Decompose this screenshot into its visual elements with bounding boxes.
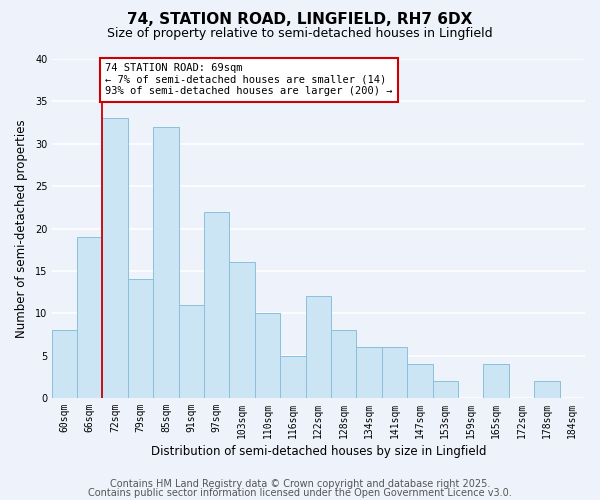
Bar [356,348,382,398]
Bar [52,330,77,398]
Bar [280,356,305,398]
Bar [331,330,356,398]
Bar [382,348,407,398]
Bar [229,262,255,398]
Text: 74 STATION ROAD: 69sqm
← 7% of semi-detached houses are smaller (14)
93% of semi: 74 STATION ROAD: 69sqm ← 7% of semi-deta… [105,63,392,96]
Bar [128,280,153,398]
Bar [534,381,560,398]
Bar [433,381,458,398]
Text: Contains public sector information licensed under the Open Government Licence v3: Contains public sector information licen… [88,488,512,498]
Bar [407,364,433,398]
Bar [305,296,331,398]
Text: 74, STATION ROAD, LINGFIELD, RH7 6DX: 74, STATION ROAD, LINGFIELD, RH7 6DX [127,12,473,28]
Text: Size of property relative to semi-detached houses in Lingfield: Size of property relative to semi-detach… [107,28,493,40]
Bar [484,364,509,398]
Bar [204,212,229,398]
Bar [77,237,103,398]
Bar [153,127,179,398]
Bar [255,314,280,398]
Text: Contains HM Land Registry data © Crown copyright and database right 2025.: Contains HM Land Registry data © Crown c… [110,479,490,489]
Bar [103,118,128,398]
Bar [179,305,204,398]
Y-axis label: Number of semi-detached properties: Number of semi-detached properties [15,120,28,338]
X-axis label: Distribution of semi-detached houses by size in Lingfield: Distribution of semi-detached houses by … [151,444,486,458]
